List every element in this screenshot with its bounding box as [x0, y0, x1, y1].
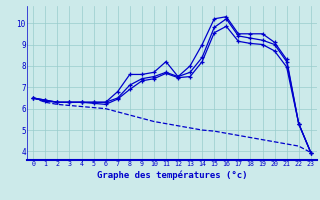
X-axis label: Graphe des températures (°c): Graphe des températures (°c) — [97, 170, 247, 180]
